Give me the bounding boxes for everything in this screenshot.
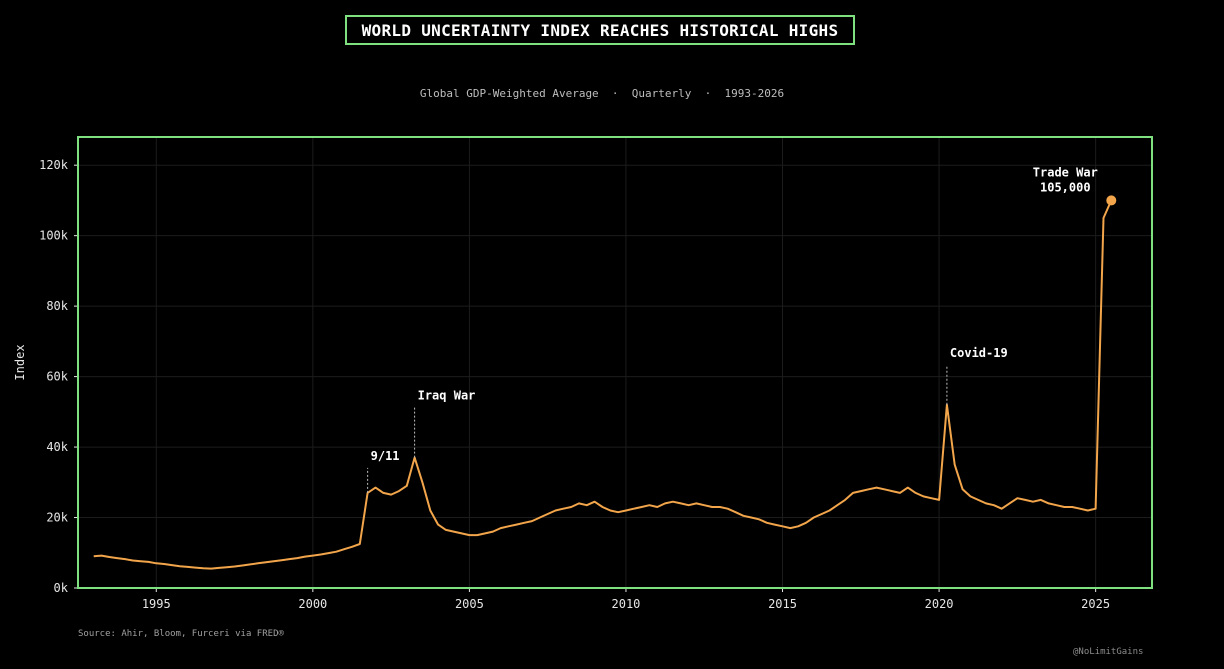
annotation-value: 105,000 xyxy=(1040,180,1091,194)
x-tick-label: 1995 xyxy=(142,597,171,611)
x-tick-label: 2025 xyxy=(1081,597,1110,611)
author-handle: @NoLimitGains xyxy=(1073,647,1144,657)
x-tick-label: 2010 xyxy=(612,597,641,611)
y-tick-label: 0k xyxy=(54,581,69,595)
y-tick-label: 40k xyxy=(46,440,68,454)
y-tick-label: 20k xyxy=(46,511,68,525)
chart-title: WORLD UNCERTAINTY INDEX REACHES HISTORIC… xyxy=(361,20,839,40)
annotation-label: Iraq War xyxy=(418,389,476,403)
y-tick-label: 80k xyxy=(46,299,68,313)
annotation-label: Trade War xyxy=(1033,165,1098,179)
chart-title-box: WORLD UNCERTAINTY INDEX REACHES HISTORIC… xyxy=(345,15,855,45)
plot-frame xyxy=(77,136,1153,589)
y-tick-label: 60k xyxy=(46,370,68,384)
x-tick-label: 2020 xyxy=(925,597,954,611)
annotation-label: Covid-19 xyxy=(950,346,1008,360)
y-tick-label: 120k xyxy=(39,158,69,172)
x-tick-label: 2000 xyxy=(298,597,327,611)
y-tick-label: 100k xyxy=(39,229,69,243)
source-note: Source: Ahir, Bloom, Furceri via FRED® xyxy=(78,629,284,639)
x-tick-label: 2005 xyxy=(455,597,484,611)
series-line xyxy=(93,199,1113,570)
y-axis-label: Index xyxy=(13,344,27,380)
x-tick-label: 2015 xyxy=(768,597,797,611)
trade-war-marker xyxy=(1106,195,1117,206)
annotation-label: 9/11 xyxy=(371,449,400,463)
chart-subtitle: Global GDP-Weighted Average · Quarterly … xyxy=(419,87,785,100)
